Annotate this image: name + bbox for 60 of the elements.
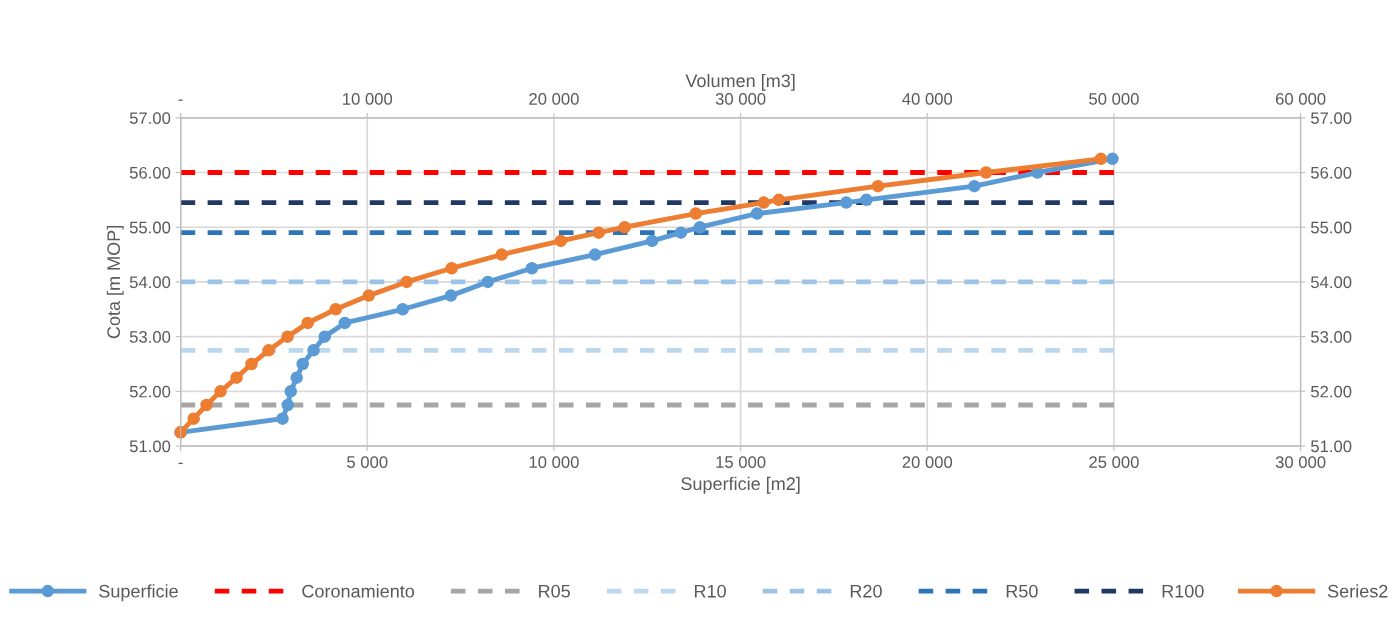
y-tick-label: 53.00 [129, 331, 171, 343]
legend-label: R100 [1162, 584, 1204, 598]
point [588, 248, 602, 261]
y-tick-label: 51.00 [129, 440, 171, 453]
y2-tick-label: 53.00 [1310, 331, 1352, 343]
point [284, 385, 297, 398]
x2-tick-label: 30 000 [715, 92, 766, 105]
legend-label: R20 [850, 584, 882, 598]
y2-tick-label: 57.00 [1310, 112, 1352, 125]
legend-label: Series2 [1327, 584, 1388, 598]
point [860, 193, 873, 207]
point [290, 371, 303, 384]
point [396, 303, 409, 316]
y-axis-title: Cota [m MOP] [106, 226, 124, 339]
y2-tick-label: 54.00 [1310, 276, 1352, 289]
point [693, 220, 707, 234]
legend-label: R50 [1006, 584, 1038, 598]
legend-label: R10 [694, 584, 726, 598]
x2-tick-label: 50 000 [1089, 92, 1139, 105]
legend-label: Coronamiento [302, 584, 415, 598]
point [281, 398, 294, 412]
point [318, 330, 331, 343]
point [674, 226, 688, 239]
point [307, 344, 320, 357]
y2-tick-label: 52.00 [1310, 385, 1352, 398]
point [296, 357, 309, 371]
x-tick-label: 20 000 [902, 456, 953, 468]
x-axis-title: Superficie [m2] [681, 476, 800, 494]
point [276, 412, 289, 425]
point [750, 207, 764, 220]
x-tick-label: 10 000 [529, 456, 579, 468]
point [481, 275, 495, 289]
y2-tick-label: 55.00 [1310, 221, 1352, 234]
legend-label: Superficie [99, 584, 178, 602]
x-tick-label: - [178, 462, 183, 465]
y2-tick-label: 51.00 [1310, 440, 1352, 453]
y-tick-label: 54.00 [129, 276, 171, 289]
point [968, 179, 981, 193]
point [1106, 152, 1119, 166]
x-tick-label: 30 000 [1275, 456, 1326, 468]
x2-tick-label: 10 000 [343, 92, 393, 105]
y-tick-label: 57.00 [129, 112, 171, 125]
point [525, 261, 539, 275]
y-tick-label: 56.00 [129, 166, 171, 179]
point [645, 234, 659, 248]
x-tick-label: 25 000 [1089, 456, 1139, 468]
point [840, 196, 853, 209]
y-tick-label: 55.00 [129, 221, 171, 234]
point [338, 316, 352, 330]
x2-axis-title: Volumen [m3] [685, 73, 795, 91]
legend-label: R05 [539, 584, 570, 598]
y2-tick-label: 56.00 [1310, 166, 1352, 179]
x2-tick-label: 20 000 [529, 92, 579, 105]
x-tick-label: 5 000 [347, 456, 388, 468]
x2-tick-label: 40 000 [902, 92, 953, 105]
point [444, 289, 458, 302]
y-tick-label: 52.00 [129, 385, 171, 398]
x-tick-label: 15 000 [716, 456, 766, 468]
x2-tick-label: 60 000 [1275, 92, 1326, 105]
x2-tick-label: - [178, 99, 183, 101]
